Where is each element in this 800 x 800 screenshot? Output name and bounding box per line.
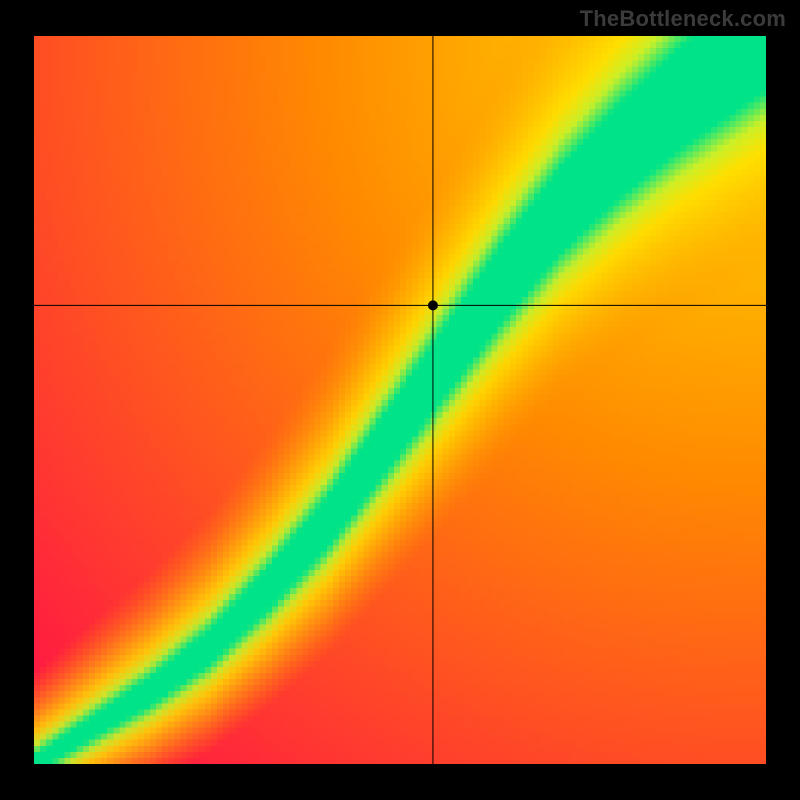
bottleneck-heatmap — [34, 36, 766, 764]
chart-container: TheBottleneck.com — [0, 0, 800, 800]
watermark-text: TheBottleneck.com — [580, 6, 786, 32]
